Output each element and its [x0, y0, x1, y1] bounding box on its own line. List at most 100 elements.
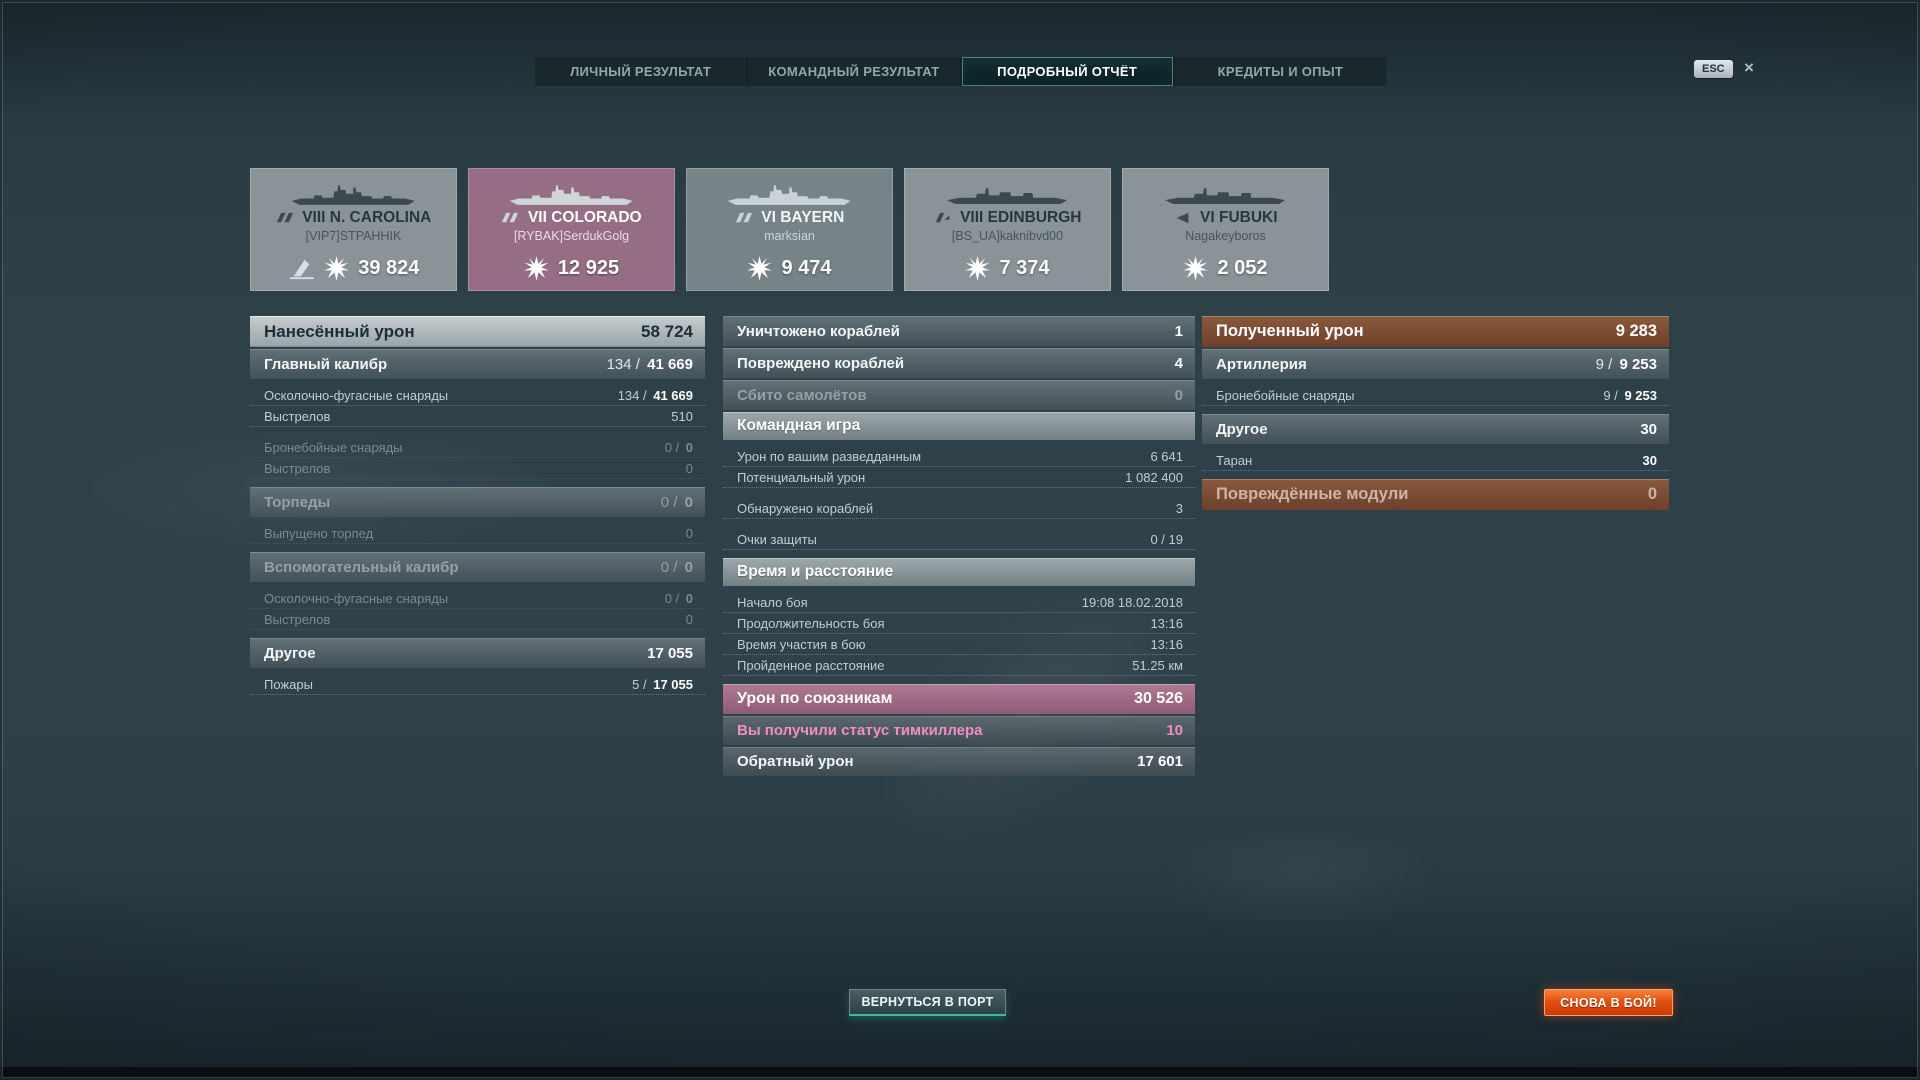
stat-value-main: 58 724	[641, 321, 693, 341]
stat-value-main: 17 055	[647, 644, 693, 662]
ship-class-icon	[276, 212, 297, 224]
stat-value-main: 9 283	[1615, 322, 1657, 340]
stat-label: Выстрелов	[264, 612, 331, 627]
return-to-port-button[interactable]: ВЕРНУТЬСЯ В ПОРТ	[849, 989, 1006, 1016]
stat-label: Урон по союзникам	[737, 690, 893, 707]
battle-again-button[interactable]: СНОВА В БОЙ!	[1544, 989, 1673, 1016]
stat-label: Осколочно-фугасные снаряды	[264, 388, 449, 403]
stat-label: Другое	[264, 644, 316, 662]
player-name: Nagakeyboros	[1185, 229, 1266, 243]
damage-row: 12 925	[523, 256, 620, 281]
stat-row: Бронебойные снаряды 9 / 9 253	[1202, 385, 1669, 406]
damage-received-column: Полученный урон 9 283 Артиллерия 9 / 9 253 Б…	[1202, 316, 1669, 510]
stat-row: Бронебойные снаряды 0 / 0	[250, 437, 705, 458]
stat-value-main: 4	[1174, 354, 1183, 372]
tab-label: КРЕДИТЫ И ОПЫТ	[1217, 64, 1344, 79]
esc-key-badge[interactable]: ESC	[1694, 60, 1733, 78]
ship-name: VIII N. CAROLINA	[302, 209, 432, 226]
player-name: marksian	[764, 229, 815, 243]
ship-class-icon	[735, 212, 756, 224]
explosion-icon	[965, 256, 991, 281]
stat-value: 30	[1640, 453, 1657, 468]
stat-value-main: 0	[685, 591, 693, 606]
player-name: [VIP7]STPAHHIK	[305, 229, 402, 243]
stat-value: 3	[1176, 501, 1183, 516]
stat-value: 0 / 0	[665, 591, 693, 606]
tab-label: ЛИЧНЫЙ РЕЗУЛЬТАТ	[570, 64, 712, 79]
stat-label: Вспомогательный калибр	[264, 558, 459, 576]
tab-team-result[interactable]: КОМАНДНЫЙ РЕЗУЛЬТАТ	[748, 57, 960, 86]
stat-label: Время и расстояние	[737, 563, 894, 580]
stat-value-main: 30 526	[1134, 690, 1183, 707]
ship-silhouette-icon	[508, 178, 634, 208]
bottom-shade	[0, 860, 1920, 1080]
stat-label: Бронебойные снаряды	[1216, 388, 1355, 403]
stat-value-prefix: 0 /	[664, 591, 683, 606]
explosion-icon	[1183, 256, 1209, 281]
ship-card[interactable]: VI FUBUKI Nagakeyboros 2 052	[1122, 168, 1329, 291]
stat-label: Бронебойные снаряды	[264, 440, 403, 455]
stat-bar: Другое 30	[1202, 414, 1669, 444]
ship-card[interactable]: VIII N. CAROLINA [VIP7]STPAHHIK 39 824	[250, 168, 457, 291]
stat-value-prefix: 510	[671, 409, 693, 424]
water-highlight	[1140, 830, 1460, 930]
results-tab-bar: ЛИЧНЫЙ РЕЗУЛЬТАТ КОМАНДНЫЙ РЕЗУЛЬТАТ ПОДРО…	[535, 57, 1386, 86]
stat-label: Выпущено торпед	[264, 526, 374, 541]
stat-row: Очки защиты 0 / 19	[723, 529, 1195, 550]
stat-label: Полученный урон	[1216, 322, 1364, 340]
stat-value-prefix: 6 641	[1150, 449, 1183, 464]
stat-row: Выстрелов 0	[250, 609, 705, 630]
stat-value-main: 30	[1642, 453, 1657, 468]
ship-name: VI BAYERN	[761, 209, 845, 226]
damage-row: 2 052	[1183, 256, 1268, 281]
ship-silhouette-icon	[726, 178, 852, 208]
damage-row: 9 474	[747, 256, 832, 281]
stat-label: Торпеды	[264, 493, 331, 511]
stat-value-prefix: 0 /	[660, 493, 682, 511]
stat-label: Очки защиты	[737, 532, 817, 547]
explosion-icon	[523, 256, 549, 281]
stat-value: 0	[1172, 387, 1183, 404]
ship-class-icon	[501, 212, 522, 224]
ship-card[interactable]: VI BAYERN marksian 9 474	[686, 168, 893, 291]
stat-value: 10	[1163, 722, 1183, 739]
ship-silhouette-icon	[944, 178, 1070, 208]
stat-label: Артиллерия	[1216, 355, 1307, 373]
stat-value-prefix: 134 /	[606, 355, 645, 373]
stat-row: Выстрелов 510	[250, 406, 705, 427]
stat-row: Продолжительность боя 13:16	[723, 613, 1195, 634]
ship-card[interactable]: VII COLORADO [RYBAK]SerdukGolg 12 925	[468, 168, 675, 291]
damage-value: 9 474	[781, 257, 832, 279]
stat-value: 1 082 400	[1125, 470, 1183, 485]
stat-value: 6 641	[1150, 449, 1183, 464]
stat-value: 4	[1172, 355, 1183, 372]
stat-value: 134 / 41 669	[618, 388, 693, 403]
tab-detailed-report[interactable]: ПОДРОБНЫЙ ОТЧЁТ	[961, 57, 1173, 86]
ship-name-row: VIII EDINBURGH	[934, 209, 1082, 227]
tab-credits-xp[interactable]: КРЕДИТЫ И ОПЫТ	[1174, 57, 1386, 86]
tab-personal-result[interactable]: ЛИЧНЫЙ РЕЗУЛЬТАТ	[535, 57, 747, 86]
stat-label: Повреждено кораблей	[737, 354, 905, 372]
stat-value: 30	[1637, 421, 1657, 438]
stat-value-main: 0	[1647, 485, 1657, 503]
stat-value: 13:16	[1150, 637, 1183, 652]
ship-card[interactable]: VIII EDINBURGH [BS_UA]kaknibvd00 7 374	[904, 168, 1111, 291]
stat-value: 0 / 0	[665, 440, 693, 455]
stat-value-prefix: 0 / 19	[1150, 532, 1183, 547]
stat-value: 51.25 км	[1132, 658, 1183, 673]
stat-value: 17 601	[1134, 753, 1183, 770]
stat-value: 0	[686, 526, 693, 541]
stat-label: Потенциальный урон	[737, 470, 866, 485]
stat-row: Пожары 5 / 17 055	[250, 674, 705, 695]
stat-bar: Уничтожено кораблей 1	[723, 316, 1195, 346]
stat-bar: Повреждено кораблей 4	[723, 348, 1195, 378]
stat-label: Нанесённый урон	[264, 321, 415, 341]
damage-value: 12 925	[557, 257, 620, 279]
stat-row: Осколочно-фугасные снаряды 134 / 41 669	[250, 385, 705, 406]
ship-cards-row: VIII N. CAROLINA [VIP7]STPAHHIK 39 824 VII …	[250, 168, 1329, 291]
stat-value: 1	[1172, 323, 1183, 340]
stat-value-prefix: 3	[1175, 501, 1183, 516]
stat-label: Осколочно-фугасные снаряды	[264, 591, 449, 606]
close-icon[interactable]: ×	[1744, 58, 1754, 77]
